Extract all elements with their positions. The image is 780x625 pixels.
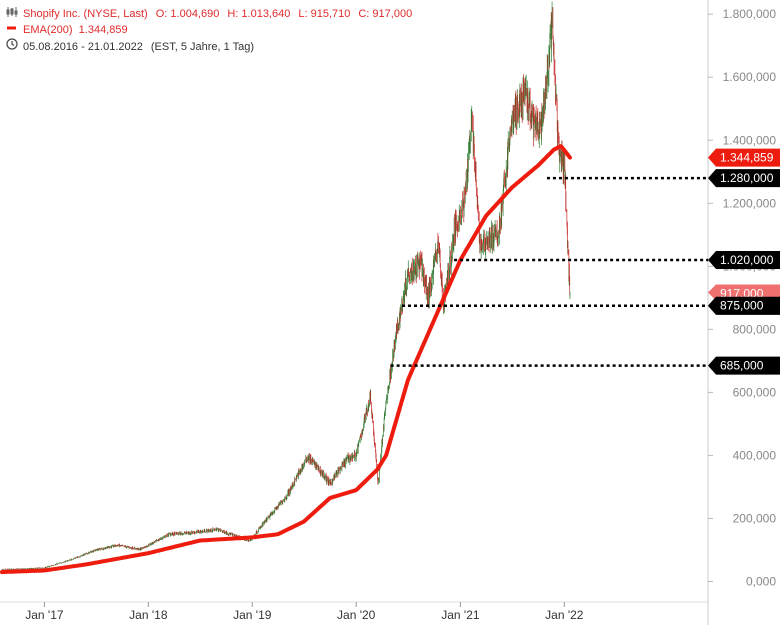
close-label: C: — [358, 8, 370, 20]
date-range: 05.08.2016 - 21.01.2022 — [23, 40, 143, 53]
ema-badge-label: 1.344,859 — [720, 151, 774, 165]
ema-line — [0, 144, 572, 575]
clock-icon — [6, 38, 19, 55]
x-tick-label: Jan '18 — [129, 608, 168, 622]
level-badge-label: 685,000 — [720, 359, 764, 373]
instrument-name: Shopify Inc. (NYSE, Last) — [23, 8, 148, 20]
chart-settings: (EST, 5 Jahre, 1 Tag) — [150, 40, 255, 53]
low-value: 915,710 — [310, 8, 351, 20]
level-badge-bg — [708, 251, 780, 270]
level-badge-label: 1.020,000 — [720, 253, 774, 267]
y-tick-label: 800,000 — [733, 322, 777, 336]
ema-line-icon — [6, 22, 19, 38]
last-price-badge-bg — [708, 284, 780, 301]
close-value: 917,000 — [372, 8, 413, 20]
high-value: 1.013,640 — [241, 8, 291, 20]
x-axis-ticks: Jan '17 Jan '18 Jan '19 Jan '20 Jan '21 Jan '… — [25, 602, 584, 622]
level-badge-front-label: 875,000 — [720, 299, 764, 313]
range-row: 05.08.2016 - 21.01.2022 (EST, 5 Jahre, 1… — [6, 38, 412, 55]
candles — [1, 1, 571, 571]
x-tick-label: Jan '17 — [25, 608, 64, 622]
ema-series — [0, 144, 572, 575]
y-tick-label: 1.400,000 — [723, 133, 777, 147]
ema-row: EMA(200) 1.344,859 — [6, 22, 412, 38]
y-tick-label: 1.600,000 — [723, 70, 777, 84]
level-badge-label: 1.280,000 — [720, 171, 774, 185]
instrument-row: Shopify Inc. (NYSE, Last) O: 1.004,690 H… — [6, 6, 412, 22]
open-label: O: — [155, 8, 168, 20]
y-tick-label: 400,000 — [733, 448, 777, 462]
level-badge-front-bg — [708, 296, 780, 315]
y-tick-label: 200,000 — [733, 511, 777, 525]
x-tick-label: Jan '22 — [545, 608, 584, 622]
y-tick-label: 0,000 — [746, 575, 776, 589]
low-label: L: — [298, 8, 308, 20]
y-tick-label: 1.800,000 — [723, 7, 777, 21]
ema-value: 1.344,859 — [78, 24, 128, 36]
ema-label: EMA(200) — [23, 24, 73, 36]
x-tick-label: Jan '20 — [337, 608, 376, 622]
open-value: 1.004,690 — [170, 8, 220, 20]
price-badges: 1.280,000 1.020,000 875,000 685,000 1.344,85… — [708, 148, 780, 375]
x-tick-label: Jan '19 — [233, 608, 272, 622]
ema-badge-bg — [708, 148, 780, 167]
x-tick-label: Jan '21 — [441, 608, 480, 622]
support-levels — [390, 176, 708, 367]
level-badge-bg — [708, 169, 780, 188]
candlestick-icon — [6, 6, 19, 22]
high-label: H: — [227, 8, 239, 20]
chart-legend: Shopify Inc. (NYSE, Last) O: 1.004,690 H… — [6, 6, 412, 55]
y-tick-label: 1.200,000 — [723, 196, 777, 210]
level-badge-bg — [708, 356, 780, 375]
y-tick-label: 600,000 — [733, 385, 777, 399]
